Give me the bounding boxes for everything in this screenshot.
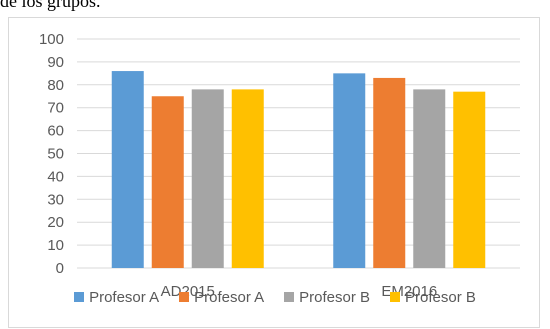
legend-item: Profesor B	[390, 289, 476, 306]
y-tick-label: 50	[47, 146, 64, 163]
chart-area	[8, 17, 540, 328]
bar	[231, 89, 264, 268]
bar	[373, 77, 406, 269]
legend-label: Profesor A	[194, 288, 265, 306]
legend-label: Profesor B	[405, 288, 476, 306]
bar	[111, 71, 144, 268]
bar	[191, 89, 224, 268]
legend-label: Profesor A	[89, 288, 160, 306]
y-tick-label: 80	[47, 77, 64, 94]
legend-swatch	[179, 292, 190, 302]
legend-label: Profesor B	[299, 288, 371, 306]
bar	[453, 91, 486, 268]
legend-swatch	[74, 292, 85, 302]
bar	[151, 96, 184, 268]
y-tick-label: 60	[47, 123, 64, 140]
y-tick-label: 70	[47, 100, 64, 117]
legend-item: Profesor B	[284, 289, 370, 306]
legend-item: Profesor A	[179, 289, 264, 306]
y-tick-label: 40	[47, 168, 64, 185]
y-tick-label: 10	[47, 237, 64, 254]
legend-swatch	[284, 292, 295, 302]
chart-legend: Profesor A Profesor A Profesor B Profesor B	[0, 286, 550, 308]
x-category-label: AD2015	[161, 283, 215, 300]
bar	[333, 73, 366, 268]
y-tick-label: 20	[47, 214, 64, 231]
page-caption-text: de los grupos.	[0, 0, 101, 11]
legend-swatch	[390, 292, 401, 302]
y-tick-label: 0	[56, 260, 64, 277]
bar	[413, 89, 446, 268]
y-tick-label: 90	[47, 54, 64, 71]
y-tick-label: 30	[47, 191, 64, 208]
legend-item: Profesor A	[74, 289, 159, 306]
y-tick-label: 100	[39, 31, 64, 48]
